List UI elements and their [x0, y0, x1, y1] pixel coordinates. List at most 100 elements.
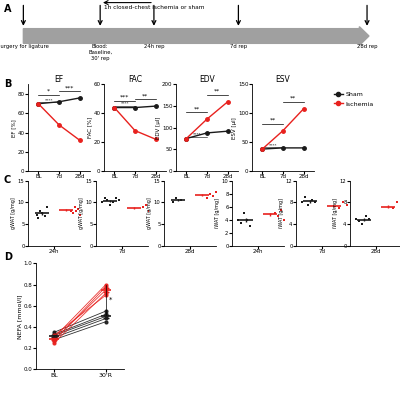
Y-axis label: EF [%]: EF [%] — [11, 119, 16, 137]
Y-axis label: gWAT [g/mg]: gWAT [g/mg] — [147, 197, 152, 229]
Point — [77, 212, 83, 219]
Y-axis label: ESV [µl]: ESV [µl] — [232, 117, 237, 139]
Y-axis label: iWAT [g/mg]: iWAT [g/mg] — [333, 198, 338, 228]
Text: **: ** — [270, 118, 276, 123]
Text: 7d rep: 7d rep — [230, 44, 247, 49]
Point — [398, 202, 400, 208]
Text: D: D — [4, 252, 12, 261]
Point — [41, 213, 48, 219]
Y-axis label: gWAT [g/mg]: gWAT [g/mg] — [79, 197, 84, 229]
Point — [107, 201, 113, 208]
Text: ****: **** — [44, 98, 53, 102]
Text: Surgery for ligature: Surgery for ligature — [0, 44, 49, 49]
Point — [140, 204, 146, 210]
Legend: Sham, Ischemia: Sham, Ischemia — [331, 90, 376, 109]
Point — [394, 199, 400, 206]
Point — [72, 204, 78, 210]
Y-axis label: FAC [%]: FAC [%] — [87, 117, 92, 138]
Text: C: C — [4, 175, 11, 185]
Point — [275, 213, 282, 220]
Point — [152, 204, 158, 210]
Point — [305, 202, 312, 208]
Point — [309, 196, 315, 203]
Y-axis label: iWAT [g/mg]: iWAT [g/mg] — [279, 198, 284, 228]
Point — [68, 208, 75, 214]
Title: ESV: ESV — [276, 75, 290, 84]
Point — [302, 194, 309, 200]
Text: *: * — [108, 297, 112, 303]
Text: ****: **** — [120, 102, 129, 106]
Point — [359, 221, 366, 227]
Point — [298, 199, 305, 206]
FancyArrow shape — [23, 27, 369, 45]
Text: ***: *** — [65, 85, 74, 90]
Point — [207, 191, 214, 197]
Point — [169, 199, 176, 206]
Point — [347, 208, 354, 214]
Text: 24h rep: 24h rep — [144, 44, 164, 49]
Point — [146, 208, 152, 214]
Point — [336, 205, 343, 211]
Point — [74, 206, 81, 212]
Text: B: B — [4, 79, 11, 88]
Point — [340, 199, 346, 206]
Text: ****: **** — [192, 133, 201, 137]
Title: EDV: EDV — [199, 75, 215, 84]
Point — [344, 202, 350, 208]
Point — [210, 193, 216, 199]
Text: 28d rep: 28d rep — [357, 44, 377, 49]
Point — [350, 202, 357, 208]
Point — [247, 223, 253, 229]
Point — [70, 210, 76, 216]
Text: ****: **** — [268, 143, 277, 147]
Y-axis label: EDV [µl]: EDV [µl] — [156, 117, 161, 139]
Point — [281, 217, 287, 223]
Text: **: ** — [194, 106, 200, 111]
Point — [234, 217, 241, 223]
Point — [312, 199, 318, 206]
Text: **: ** — [142, 93, 148, 98]
Point — [98, 199, 105, 206]
Text: **: ** — [290, 96, 296, 101]
Point — [244, 217, 250, 223]
Text: ***: *** — [120, 95, 129, 100]
Point — [113, 195, 119, 201]
Point — [39, 210, 45, 216]
Y-axis label: gWAT [g/mg]: gWAT [g/mg] — [11, 197, 16, 229]
Point — [284, 210, 290, 216]
Title: FAC: FAC — [128, 75, 142, 84]
Point — [173, 195, 179, 201]
Text: *: * — [47, 89, 50, 94]
Point — [352, 215, 359, 222]
Point — [241, 210, 248, 216]
Point — [33, 212, 40, 219]
Point — [238, 220, 245, 226]
Point — [204, 195, 211, 201]
Text: A: A — [4, 4, 12, 14]
Point — [35, 214, 42, 220]
Title: EF: EF — [54, 75, 64, 84]
Point — [143, 201, 149, 208]
Point — [116, 197, 122, 204]
Point — [79, 204, 86, 210]
Point — [104, 197, 110, 204]
Point — [148, 206, 155, 212]
Point — [363, 213, 369, 219]
Point — [44, 204, 50, 210]
Text: **: ** — [214, 89, 220, 94]
Point — [37, 208, 44, 214]
Point — [110, 199, 116, 206]
Point — [366, 215, 372, 222]
Point — [213, 188, 219, 195]
Point — [390, 205, 397, 211]
Y-axis label: iWAT [g/mg]: iWAT [g/mg] — [215, 198, 220, 228]
Point — [356, 218, 363, 224]
Text: 1h closed-chest ischemia or sham: 1h closed-chest ischemia or sham — [104, 5, 204, 10]
Text: Blood:
Baseline,
30' rep: Blood: Baseline, 30' rep — [88, 44, 112, 61]
Point — [272, 210, 279, 216]
Point — [73, 208, 80, 214]
Point — [177, 197, 184, 204]
Point — [278, 207, 284, 213]
Y-axis label: NEFA [mmol/l]: NEFA [mmol/l] — [17, 294, 22, 339]
Point — [101, 195, 108, 201]
